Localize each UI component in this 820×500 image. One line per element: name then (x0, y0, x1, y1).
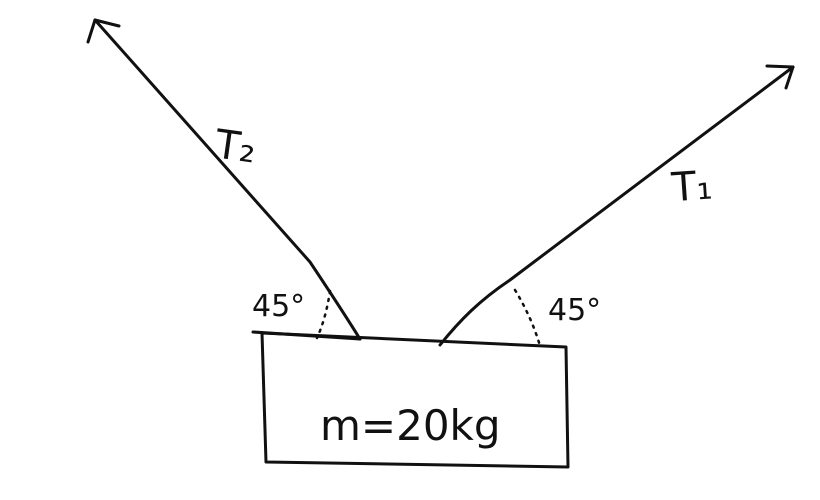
angle-arc-left (315, 289, 332, 340)
angle-label-left: 45° (252, 289, 305, 324)
tension-t2-arrowhead (86, 18, 121, 44)
tension-t1-arrowhead (765, 64, 795, 90)
mass-label: m=20kg (320, 401, 501, 450)
t2-label: T₂ (211, 121, 258, 172)
angle-arc-right (513, 288, 542, 348)
tension-t2-line (93, 18, 362, 341)
left-reference-line (251, 330, 362, 341)
mass-block (260, 331, 570, 469)
tension-t1-line (438, 65, 795, 347)
angle-label-right: 45° (548, 293, 601, 328)
t1-label: T₁ (669, 162, 714, 211)
